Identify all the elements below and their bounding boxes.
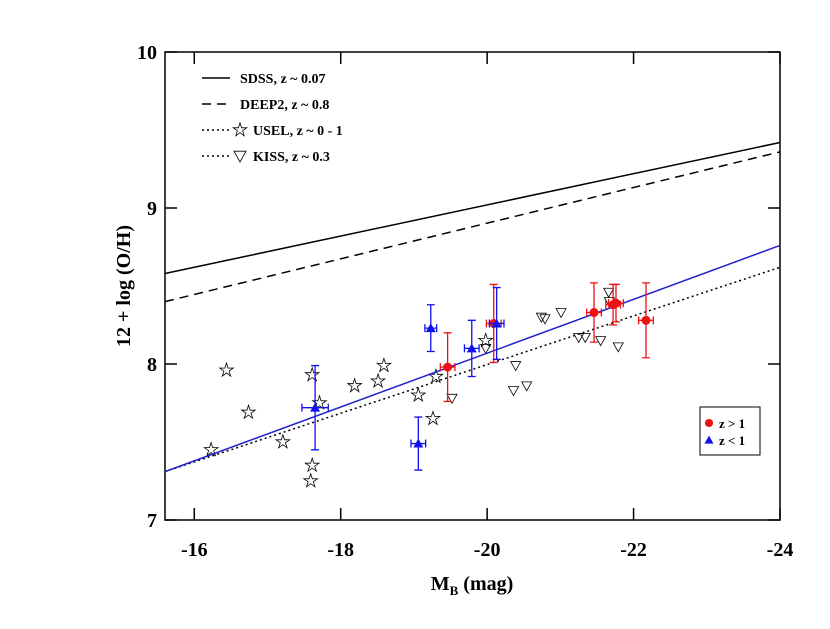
y-axis-label: 12 + log (O/H) (113, 225, 135, 347)
point (410, 386, 427, 403)
point (539, 314, 551, 325)
point (203, 441, 220, 457)
point (443, 362, 453, 372)
point (375, 357, 393, 373)
legend-label: z > 1 (719, 416, 745, 431)
point (520, 381, 533, 392)
trend-line (164, 244, 781, 473)
point (704, 418, 714, 428)
point (602, 287, 615, 299)
point (507, 386, 520, 397)
x-tick-label: -20 (474, 539, 501, 561)
point (310, 402, 321, 412)
plot-frame (164, 51, 781, 521)
trend-line (164, 141, 781, 275)
y-tick-label: 9 (147, 198, 157, 220)
x-tick-label: -16 (181, 539, 208, 561)
x-label-main: M (431, 573, 450, 595)
y-tick-label: 7 (147, 510, 157, 532)
legend-label: USEL, z ~ 0 - 1 (253, 124, 343, 139)
y-tick-label: 10 (137, 42, 157, 64)
point (594, 336, 607, 347)
point (240, 403, 257, 420)
point (304, 456, 321, 473)
legend-label: DEEP2, z ~ 0.8 (240, 98, 329, 113)
x-tick-label: -22 (620, 539, 647, 561)
point (641, 315, 651, 325)
point (491, 318, 502, 328)
point (704, 435, 714, 444)
point (369, 372, 387, 389)
point (510, 361, 522, 372)
x-label-sub: B (450, 583, 459, 598)
point (413, 438, 424, 448)
point (608, 300, 618, 310)
point (589, 308, 599, 318)
point (274, 433, 291, 449)
legend-label: KISS, z ~ 0.3 (253, 150, 330, 165)
point (304, 366, 321, 382)
point (233, 150, 247, 163)
point (579, 333, 591, 344)
x-label-rest: (mag) (458, 573, 513, 595)
point (477, 332, 494, 348)
point (555, 308, 567, 319)
point (311, 394, 328, 410)
point (218, 361, 235, 378)
legend-box (699, 406, 761, 456)
point (466, 343, 477, 353)
x-axis-label: MB (mag) (431, 573, 514, 598)
point (479, 343, 492, 355)
x-tick-label: -24 (767, 539, 794, 561)
point (535, 312, 548, 324)
point (612, 342, 624, 353)
y-tick-label: 8 (147, 354, 157, 376)
point (302, 472, 319, 488)
point (346, 377, 363, 393)
point (425, 323, 436, 333)
legend-label: SDSS, z ~ 0.07 (240, 72, 325, 87)
point (446, 393, 458, 405)
legend-label: z < 1 (719, 433, 745, 448)
trend-line (164, 266, 781, 473)
point (231, 121, 249, 137)
x-tick-label: -18 (327, 539, 354, 561)
point (424, 410, 442, 426)
trend-line (164, 151, 781, 303)
